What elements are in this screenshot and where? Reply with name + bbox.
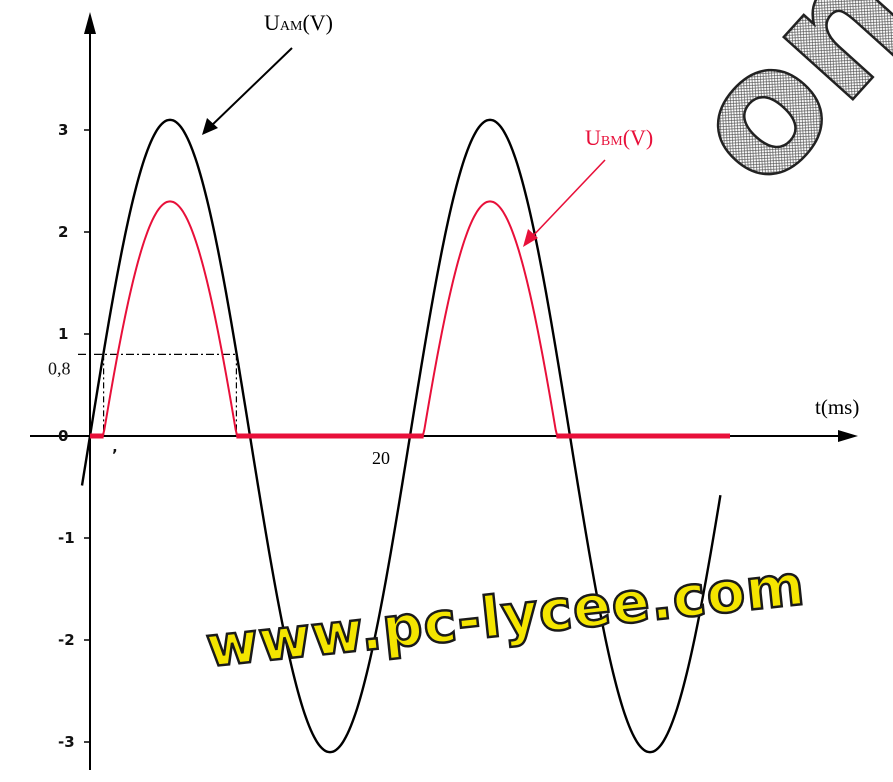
ubm-label-sub: BM	[601, 134, 623, 149]
uam-arrowhead	[202, 118, 218, 135]
x-tick-fragment-left: ’	[112, 446, 118, 464]
ubm-annotation: UBM(V)	[523, 125, 653, 247]
x-axis-arrow	[838, 430, 858, 442]
uam-label-sub: AM	[280, 19, 303, 34]
uam-annotation: UAM(V)	[202, 10, 333, 135]
ubm-label: UBM(V)	[585, 125, 653, 150]
watermark-url: www.pc-lycee.com	[203, 553, 808, 681]
y-tick-label: -3	[58, 733, 75, 751]
y-tick-label: 0,8	[48, 358, 71, 378]
watermark-decorative: om	[649, 0, 893, 224]
y-tick-label: -2	[58, 631, 75, 649]
x-tick-20: 20	[372, 448, 390, 468]
uam-label: UAM(V)	[264, 10, 333, 35]
uam-arrow	[208, 47, 293, 129]
threshold-guides	[78, 353, 237, 436]
y-axis-arrow	[84, 12, 96, 34]
ubm-arrow	[529, 159, 606, 240]
x-axis-label: t(ms)	[815, 395, 859, 419]
y-tick-label: 2	[58, 223, 68, 241]
y-tick-label: 0	[58, 427, 68, 445]
ubm-arrowhead	[523, 229, 538, 247]
series-uam	[80, 118, 722, 754]
y-tick-label: 1	[58, 325, 68, 343]
y-tick-label: -1	[58, 529, 75, 547]
series	[80, 118, 730, 754]
series-ubm	[90, 200, 729, 437]
y-tick-label: 3	[58, 121, 68, 139]
